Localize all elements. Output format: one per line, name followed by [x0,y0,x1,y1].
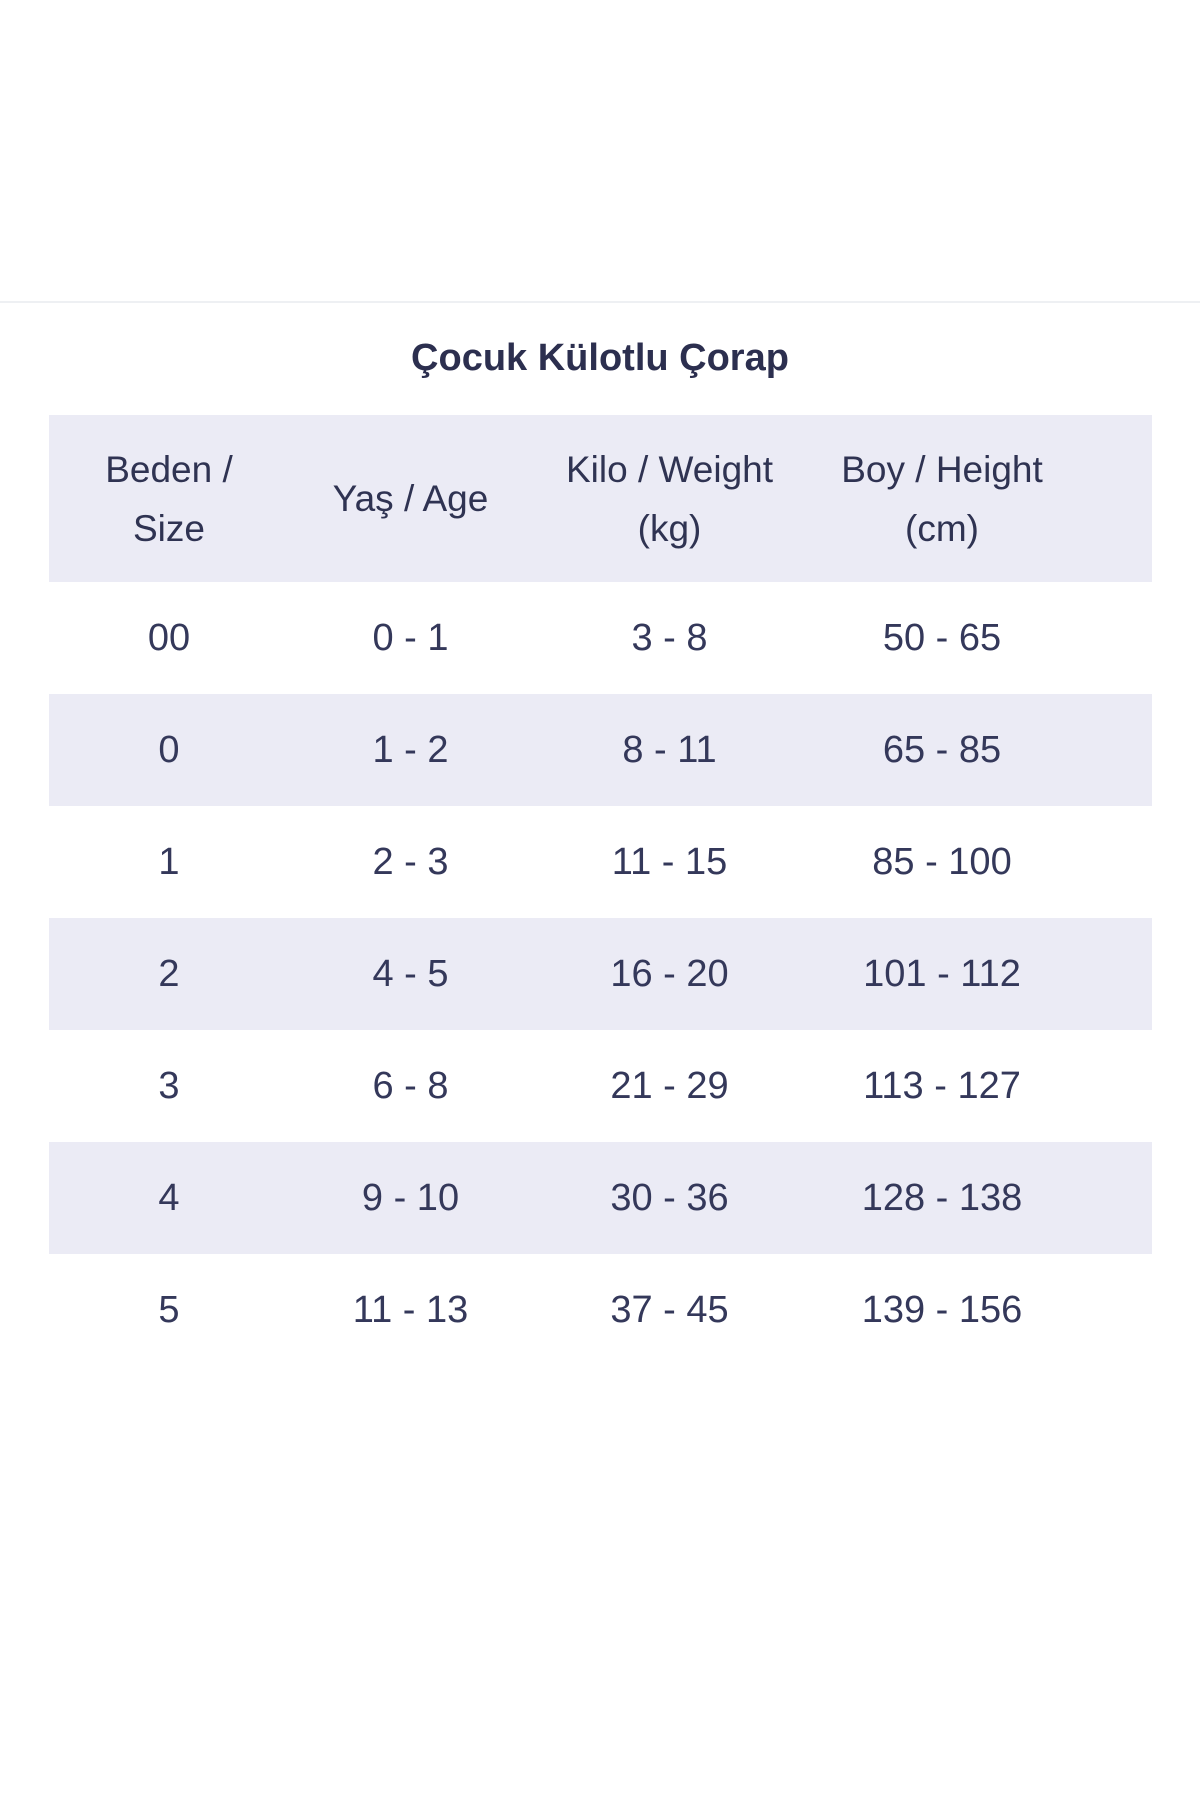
cell-height: 85 - 100 [872,841,1012,883]
cell-weight: 8 - 11 [622,729,717,771]
size-chart-table: Beden / Size Yaş / Age Kilo / Weight (kg… [49,415,1152,1366]
table-row: 0 1 - 2 8 - 11 65 - 85 [49,694,1152,806]
cell-age: 11 - 13 [352,1289,469,1331]
cell-age: 9 - 10 [361,1177,460,1219]
table-row: 3 6 - 8 21 - 29 113 - 127 [49,1030,1152,1142]
cell-weight: 11 - 15 [611,841,728,883]
header-age: Yaş / Age [332,478,489,519]
cell-age: 0 - 1 [372,617,449,659]
cell-weight: 21 - 29 [610,1065,729,1107]
cell-height: 65 - 85 [882,729,1002,771]
table-row: 5 11 - 13 37 - 45 139 - 156 [49,1254,1152,1366]
cell-age: 6 - 8 [372,1065,449,1107]
header-size: Beden / Size [105,448,233,549]
cell-size: 00 [147,617,191,659]
cell-size: 5 [158,1289,180,1331]
cell-size: 0 [158,729,180,771]
cell-size: 4 [158,1177,180,1219]
header-height: Boy / Height (cm) [841,448,1043,549]
cell-weight: 30 - 36 [610,1177,729,1219]
cell-size: 2 [158,953,180,995]
page-title: Çocuk Külotlu Çorap [411,337,789,379]
cell-age: 4 - 5 [372,953,449,995]
cell-height: 128 - 138 [861,1177,1023,1219]
table-row: 2 4 - 5 16 - 20 101 - 112 [49,918,1152,1030]
table-row: 4 9 - 10 30 - 36 128 - 138 [49,1142,1152,1254]
cell-weight: 3 - 8 [631,617,708,659]
cell-height: 139 - 156 [861,1289,1023,1331]
cell-age: 1 - 2 [372,729,449,771]
cell-height: 113 - 127 [863,1065,1021,1107]
cell-age: 2 - 3 [372,841,449,883]
table-header-row: Beden / Size Yaş / Age Kilo / Weight (kg… [49,415,1152,582]
cell-height: 101 - 112 [863,953,1021,995]
cell-height: 50 - 65 [882,617,1002,659]
header-weight: Kilo / Weight (kg) [565,448,774,549]
table-row: 1 2 - 3 11 - 15 85 - 100 [49,806,1152,918]
table-row: 00 0 - 1 3 - 8 50 - 65 [49,582,1152,694]
top-divider [0,301,1200,303]
cell-size: 3 [158,1065,180,1107]
cell-weight: 37 - 45 [610,1289,729,1331]
cell-weight: 16 - 20 [610,953,729,995]
cell-size: 1 [158,841,180,883]
